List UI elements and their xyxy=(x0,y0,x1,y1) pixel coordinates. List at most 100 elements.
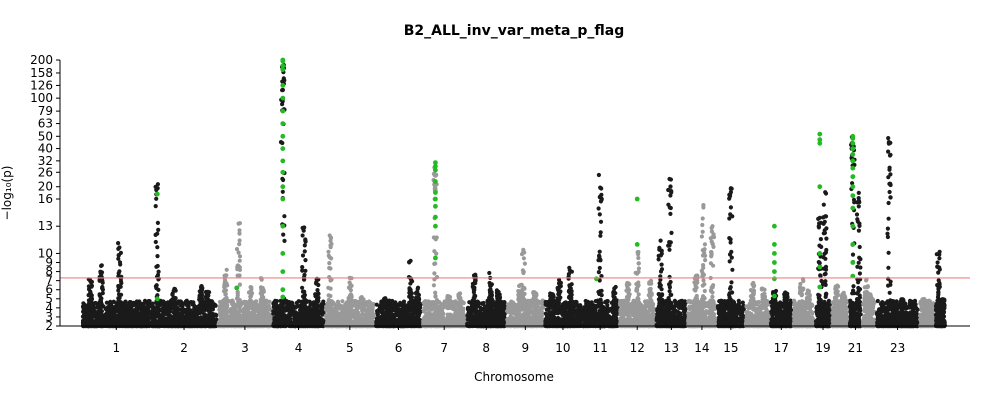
peak-point xyxy=(153,239,158,245)
data-point xyxy=(125,305,130,310)
data-point xyxy=(196,310,201,315)
peak-point xyxy=(303,258,308,263)
peak-point xyxy=(223,292,228,297)
data-point xyxy=(252,315,257,320)
data-point xyxy=(310,317,315,322)
peak-point xyxy=(155,182,160,187)
peak-point xyxy=(224,267,229,272)
data-point xyxy=(99,323,104,328)
peak-point xyxy=(261,295,266,300)
peak-point xyxy=(237,221,242,226)
x-axis-label: Chromosome xyxy=(474,370,554,384)
peak-point xyxy=(236,302,241,307)
data-point xyxy=(272,302,277,307)
data-point xyxy=(143,306,148,311)
peak-point xyxy=(89,296,95,302)
peak-point xyxy=(118,262,123,267)
peak-point xyxy=(199,284,204,289)
peak-point xyxy=(326,293,331,298)
peak-point xyxy=(88,284,93,289)
peak-point xyxy=(86,302,91,307)
peak-point xyxy=(118,284,123,289)
data-point xyxy=(289,307,294,312)
peak-point xyxy=(100,291,105,296)
data-point xyxy=(165,300,170,305)
peak-point xyxy=(99,272,104,277)
peak-point xyxy=(361,297,366,302)
peak-point xyxy=(327,261,332,266)
data-point xyxy=(335,299,341,304)
peak-point xyxy=(358,305,364,310)
peak-point xyxy=(282,238,287,243)
peak-point xyxy=(116,288,121,293)
peak-point xyxy=(281,232,286,237)
peak-point xyxy=(155,231,160,236)
data-point xyxy=(330,323,335,328)
peak-point xyxy=(348,294,353,299)
peak-point xyxy=(246,303,251,308)
data-point xyxy=(342,308,347,313)
data-point xyxy=(296,299,301,304)
data-point xyxy=(196,318,201,323)
data-point xyxy=(354,313,359,318)
peak-point xyxy=(258,291,263,296)
peak-point xyxy=(302,249,307,254)
chromosome-3-points xyxy=(216,221,274,329)
data-point xyxy=(139,301,144,306)
data-point xyxy=(368,303,373,309)
peak-point xyxy=(199,305,204,310)
peak-point xyxy=(197,295,202,300)
data-point xyxy=(86,309,91,314)
data-point xyxy=(348,321,353,326)
peak-point xyxy=(314,305,319,310)
peak-point xyxy=(118,276,123,281)
peak-point xyxy=(326,249,331,254)
peak-point xyxy=(100,280,105,285)
data-point xyxy=(306,311,311,316)
peak-point xyxy=(246,290,252,295)
data-point xyxy=(357,318,362,323)
data-point xyxy=(161,307,166,312)
peak-point xyxy=(348,283,353,288)
data-point xyxy=(128,313,133,318)
data-point xyxy=(152,314,157,319)
data-point xyxy=(230,301,235,307)
peak-point xyxy=(280,302,285,307)
data-point xyxy=(295,311,301,316)
peak-point xyxy=(235,293,240,298)
peak-point xyxy=(302,289,307,294)
points-layer xyxy=(80,62,948,329)
peak-point xyxy=(300,253,306,258)
data-point xyxy=(81,306,86,311)
data-point xyxy=(100,317,105,322)
data-point xyxy=(298,308,303,313)
data-point xyxy=(174,314,179,320)
peak-point xyxy=(205,301,210,306)
data-point xyxy=(102,320,107,325)
peak-point xyxy=(207,305,212,310)
data-point xyxy=(111,305,116,310)
data-point xyxy=(136,312,142,317)
peak-point xyxy=(155,245,160,250)
peak-point xyxy=(282,214,287,219)
chromosome-5-points xyxy=(323,233,376,329)
peak-point xyxy=(97,293,102,298)
data-point xyxy=(150,319,155,324)
data-point xyxy=(309,301,314,306)
data-point xyxy=(271,309,276,314)
peak-point xyxy=(154,196,159,201)
data-point xyxy=(279,308,284,313)
peak-point xyxy=(237,238,242,243)
data-point xyxy=(257,310,262,315)
data-point xyxy=(81,301,86,306)
peak-point xyxy=(281,76,286,81)
peak-point xyxy=(326,299,331,304)
peak-point xyxy=(87,292,92,297)
data-point xyxy=(91,322,96,327)
data-point xyxy=(114,315,119,320)
data-point xyxy=(336,315,341,320)
peak-point xyxy=(205,289,210,294)
data-point xyxy=(167,319,172,324)
data-point xyxy=(291,320,296,325)
peak-point xyxy=(302,296,307,301)
